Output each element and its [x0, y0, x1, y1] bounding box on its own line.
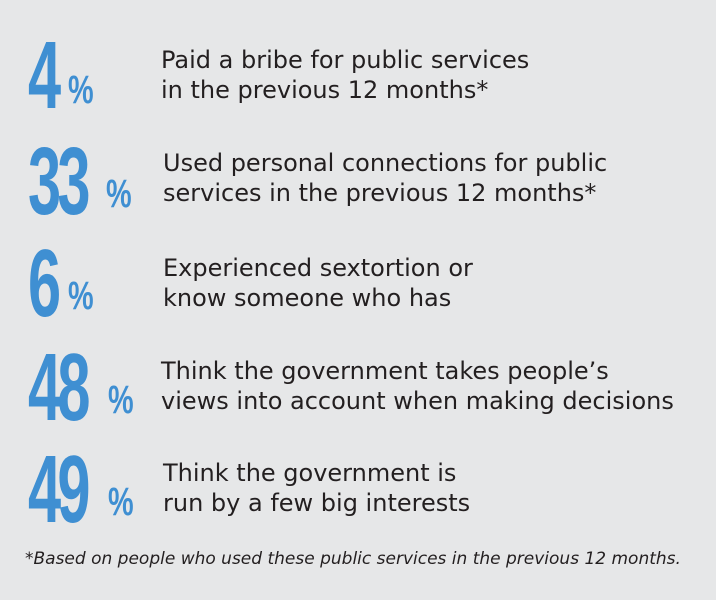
stat-number: 48	[28, 334, 90, 441]
stat-row-connections: 33 % Used personal connections for publi…	[0, 0, 716, 230]
stat-row-big-interests: 49 % Think the government is run by a fe…	[0, 0, 716, 538]
stat-description-line: Experienced sextortion or	[163, 254, 473, 282]
stat-number: 33	[28, 128, 90, 235]
stat-description-line: services in the previous 12 months*	[163, 179, 597, 207]
stat-row-government-views: 48 % Think the government takes people’s…	[0, 0, 716, 436]
percent-sign: %	[106, 172, 132, 216]
stat-row-bribe: 4 % Paid a bribe for public services in …	[0, 0, 716, 124]
stat-description-line: Paid a bribe for public services	[161, 46, 530, 74]
percent-sign: %	[108, 480, 134, 524]
stat-number: 4	[28, 22, 61, 129]
percent-sign: %	[108, 378, 134, 422]
stat-description: Think the government takes people’s view…	[161, 356, 674, 416]
percent-sign: %	[68, 274, 94, 318]
stat-number: 49	[28, 436, 90, 543]
footnote: *Based on people who used these public s…	[25, 549, 681, 569]
stat-description-line: Think the government takes people’s	[161, 357, 609, 385]
stat-description: Paid a bribe for public services in the …	[161, 45, 529, 105]
stat-description-line: in the previous 12 months*	[161, 76, 489, 104]
stat-description-line: Think the government is	[163, 459, 457, 487]
stat-number: 6	[28, 230, 61, 337]
stat-description: Used personal connections for public ser…	[163, 148, 607, 208]
stat-description-line: know someone who has	[163, 284, 452, 312]
stat-description-line: run by a few big interests	[163, 489, 471, 517]
stat-description-line: Used personal connections for public	[163, 149, 608, 177]
stat-description-line: views into account when making decisions	[161, 387, 674, 415]
percent-sign: %	[68, 68, 94, 112]
stat-description: Think the government is run by a few big…	[163, 458, 470, 518]
stat-row-sextortion: 6 % Experienced sextortion or know someo…	[0, 0, 716, 332]
stat-description: Experienced sextortion or know someone w…	[163, 253, 473, 313]
